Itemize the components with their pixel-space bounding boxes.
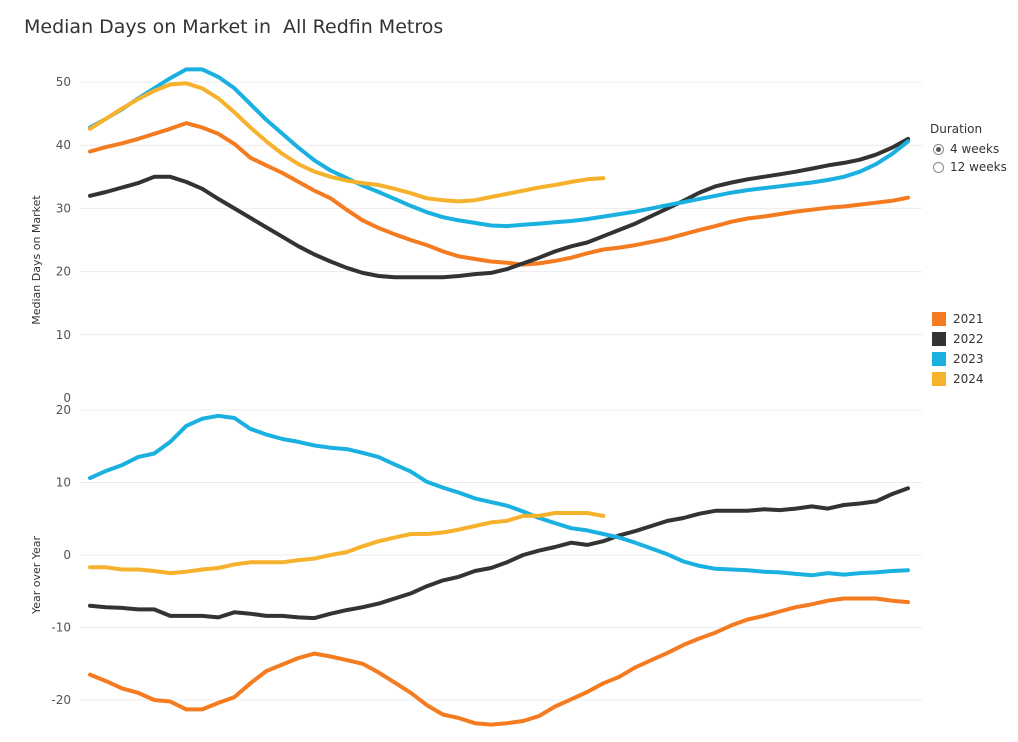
color-legend: 2021 2022 2023 2024 (932, 309, 984, 389)
duration-filter: Duration 4 weeks 12 weeks (930, 122, 1007, 174)
chart-title: Median Days on Market in All Redfin Metr… (24, 16, 444, 38)
legend-item-2023[interactable]: 2023 (932, 349, 984, 369)
duration-filter-title: Duration (930, 122, 983, 136)
series-line-2021[interactable] (88, 121, 910, 267)
y-tick-label: 20 (56, 403, 71, 417)
y-tick-label: -10 (51, 621, 71, 635)
series-line-2021[interactable] (88, 596, 910, 727)
radio-checked-icon[interactable] (933, 143, 944, 155)
legend-swatch (932, 352, 946, 366)
y-tick-label: -20 (51, 693, 71, 707)
legend-label: 2024 (953, 372, 984, 386)
legend-swatch (932, 312, 946, 326)
series-line-2024[interactable] (88, 511, 606, 576)
y-tick-label: 30 (56, 201, 71, 215)
series-line-2022[interactable] (88, 486, 910, 621)
legend-label: 2021 (953, 312, 984, 326)
y-tick-label: 20 (56, 265, 71, 279)
y-tick-label: 0 (63, 548, 71, 562)
series-line-2024[interactable] (88, 81, 606, 204)
legend-item-2022[interactable]: 2022 (932, 329, 984, 349)
radio-unchecked-icon[interactable] (933, 161, 944, 173)
y-tick-label: 40 (56, 138, 71, 152)
duration-option-4-weeks[interactable]: 4 weeks (933, 142, 1007, 156)
days-on-market-panel: 0 10 20 30 40 50 Median Days on Market (30, 67, 922, 405)
series-line-2022[interactable] (88, 136, 910, 280)
legend-swatch (932, 332, 946, 346)
y-tick-label: 10 (56, 476, 71, 490)
series-line-2023[interactable] (88, 413, 910, 578)
legend-label: 2023 (953, 352, 984, 366)
y-tick-label: 10 (56, 328, 71, 342)
legend-swatch (932, 372, 946, 386)
year-over-year-panel: -20 -10 0 10 20 Year over Year (30, 403, 922, 727)
y-axis-title: Median Days on Market (30, 195, 43, 325)
y-tick-label: 0 (63, 391, 71, 405)
duration-option-label: 4 weeks (950, 142, 1000, 156)
legend-item-2021[interactable]: 2021 (932, 309, 984, 329)
duration-option-label: 12 weeks (950, 160, 1007, 174)
y-axis-title: Year over Year (30, 535, 43, 615)
duration-option-12-weeks[interactable]: 12 weeks (933, 160, 1007, 174)
y-tick-label: 50 (56, 75, 71, 89)
legend-item-2024[interactable]: 2024 (932, 369, 984, 389)
series-line-2023[interactable] (88, 67, 910, 229)
legend-label: 2022 (953, 332, 984, 346)
